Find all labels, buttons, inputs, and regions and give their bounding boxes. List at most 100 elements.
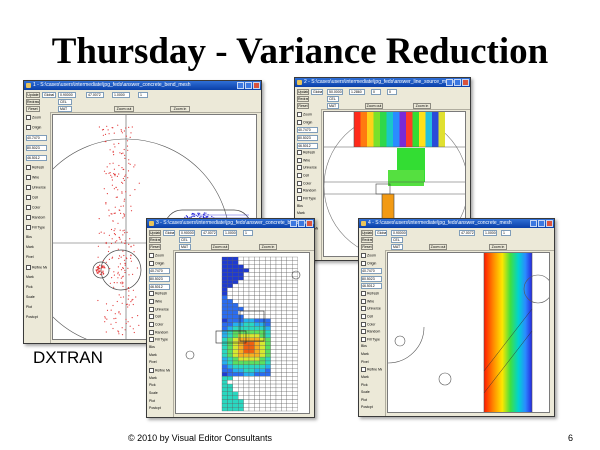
sidebar-item[interactable]: 46.5012 [297, 142, 318, 149]
checkbox-icon[interactable] [297, 112, 302, 117]
sidebar-item[interactable]: Plot [149, 399, 170, 404]
sidebar-item[interactable]: Universe [26, 185, 47, 190]
sidebar-item[interactable]: Mark [361, 352, 382, 357]
geometry-plot[interactable] [175, 252, 310, 414]
extent-field-4[interactable]: 1 [501, 230, 511, 236]
label-select[interactable]: CEL [58, 99, 72, 105]
sidebar-item[interactable]: Postcpt [361, 405, 382, 410]
sidebar-item[interactable]: Bks [361, 344, 382, 349]
window-titlebar[interactable]: 2 - S:\cases\users\intermediate\jpg_feds… [295, 78, 470, 87]
zoom-out-button[interactable]: Zoom out [211, 244, 229, 250]
zoom-in-button[interactable]: Zoom in [413, 103, 431, 109]
maximize-icon[interactable] [298, 220, 305, 227]
sidebar-item[interactable]: 46.5012 [26, 155, 47, 161]
sidebar-item[interactable]: Pick [149, 383, 170, 388]
close-icon[interactable] [546, 220, 553, 227]
minimize-icon[interactable] [290, 220, 297, 227]
extent-field-4[interactable]: 1 [243, 230, 253, 236]
color-by-select[interactable]: MAT [327, 103, 339, 109]
sidebar-item[interactable]: Wire [297, 157, 318, 163]
checkbox-icon[interactable] [26, 125, 31, 130]
checkbox-icon[interactable] [149, 368, 154, 373]
sidebar-item[interactable]: Cell [149, 314, 170, 320]
sidebar-item[interactable]: Cell [361, 313, 382, 319]
checkbox-icon[interactable] [26, 215, 31, 220]
sidebar-item[interactable]: Color [361, 321, 382, 327]
reset-button[interactable]: Reset [149, 244, 161, 250]
sidebar-item[interactable]: Wire [149, 299, 170, 304]
color-by-select[interactable]: MAT [58, 106, 72, 112]
minimize-icon[interactable] [530, 220, 537, 227]
sidebar-item[interactable]: Pixel [26, 255, 47, 260]
window-titlebar[interactable]: 3 - S:\cases\users\intermediate\jpg_feds… [147, 219, 314, 228]
sidebar-item[interactable]: Bks [149, 345, 170, 350]
sidebar-item[interactable]: Pick [361, 383, 382, 388]
close-icon[interactable] [306, 220, 313, 227]
sidebar-item[interactable]: Random [149, 329, 170, 335]
checkbox-icon[interactable] [149, 329, 154, 335]
reset-button[interactable]: Reset [297, 103, 309, 109]
sidebar-item[interactable]: Pixel [361, 360, 382, 365]
sidebar-item[interactable]: Refresh [149, 291, 170, 297]
checkbox-icon[interactable] [361, 298, 366, 304]
checkbox-icon[interactable] [361, 306, 366, 312]
checkbox-icon[interactable] [361, 329, 366, 335]
checkbox-icon[interactable] [149, 322, 154, 327]
reset-button[interactable]: Reset [26, 106, 40, 112]
sidebar-item[interactable]: Refine Mesh [149, 368, 170, 373]
checkbox-icon[interactable] [26, 225, 31, 230]
extent-field-4[interactable]: 0 [387, 89, 397, 95]
sidebar-item[interactable]: Plot [361, 398, 382, 403]
sidebar-item[interactable]: 80.5023 [297, 134, 318, 141]
sidebar-item[interactable]: Cell [26, 195, 47, 200]
checkbox-icon[interactable] [26, 195, 31, 200]
extent-field-1[interactable]: 0.90000 [391, 230, 407, 236]
update-button[interactable]: Update [149, 230, 161, 236]
checkbox-icon[interactable] [149, 299, 154, 304]
sidebar-item[interactable]: Cell [297, 173, 318, 179]
extent-field-3[interactable]: 1.0000 [112, 92, 130, 98]
global-select[interactable]: Global [163, 230, 175, 236]
sidebar-item[interactable]: Origin [297, 119, 318, 125]
sidebar-item[interactable]: Mark [149, 353, 170, 358]
sidebar-item[interactable]: Universe [361, 306, 382, 312]
sidebar-item[interactable]: Mark [361, 375, 382, 380]
zoom-out-button[interactable]: Zoom out [365, 103, 383, 109]
label-select[interactable]: CEL [179, 237, 191, 243]
extent-field-2[interactable]: 47.0072 [86, 92, 104, 98]
geometry-plot[interactable] [387, 252, 550, 413]
update-button[interactable]: Update [26, 92, 40, 98]
sidebar-item[interactable]: Color [149, 322, 170, 327]
checkbox-icon[interactable] [297, 173, 302, 179]
minimize-icon[interactable] [237, 82, 244, 89]
redraw-button[interactable]: Redraw [297, 96, 309, 102]
extent-field-2[interactable]: 47.0072 [459, 230, 475, 236]
sidebar-item[interactable]: Refine Mesh [26, 265, 47, 270]
checkbox-icon[interactable] [149, 306, 154, 312]
sidebar-item[interactable]: Zoom [361, 253, 382, 258]
sidebar-item[interactable]: Fill Type [297, 195, 318, 201]
global-select[interactable]: Global [311, 89, 323, 95]
extent-field-3[interactable]: 0 [371, 89, 381, 95]
checkbox-icon[interactable] [149, 260, 154, 266]
checkbox-icon[interactable] [361, 321, 366, 327]
checkbox-icon[interactable] [361, 260, 366, 266]
sidebar-item[interactable]: Refine Mesh [361, 367, 382, 373]
sidebar-item[interactable]: Color [26, 205, 47, 210]
sidebar-item[interactable]: Wire [26, 175, 47, 180]
extent-field-2[interactable]: 1.2860 [349, 89, 365, 95]
sidebar-item[interactable]: Random [361, 329, 382, 335]
reset-button[interactable]: Reset [361, 244, 373, 250]
zoom-in-button[interactable]: Zoom in [489, 244, 507, 250]
checkbox-icon[interactable] [26, 205, 31, 210]
sidebar-item[interactable]: Fill Type [26, 225, 47, 230]
sidebar-item[interactable]: Zoom [149, 253, 170, 258]
sidebar-item[interactable]: Universe [149, 306, 170, 312]
sidebar-item[interactable]: Plot [26, 305, 47, 310]
checkbox-icon[interactable] [297, 150, 302, 156]
sidebar-item[interactable]: Bks [297, 204, 318, 209]
sidebar-item[interactable]: Mark [297, 211, 318, 216]
sidebar-item[interactable]: 40.7470 [297, 127, 318, 134]
sidebar-item[interactable]: Scale [361, 390, 382, 395]
plot-window-concrete-bend[interactable]: 3 - S:\cases\users\intermediate\jpg_feds… [146, 218, 315, 418]
